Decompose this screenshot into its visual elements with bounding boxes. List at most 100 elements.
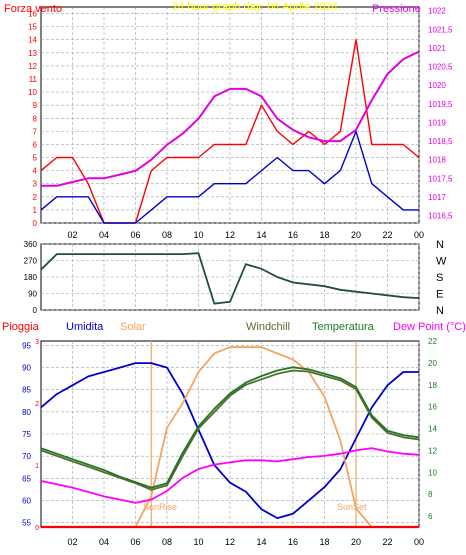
x-tick-label: 04: [99, 230, 109, 240]
direction-degree-tick: 270: [24, 257, 38, 266]
wind-speed-tick: 11: [29, 75, 38, 84]
panel3-legend-header: Pioggia Umidita Solar Windchill Temperatura D…: [2, 321, 466, 333]
pressure-tick: 1022: [428, 7, 446, 16]
wind-direction-series: [40, 252, 420, 305]
wind-speed-tick: 2: [33, 193, 38, 202]
series-line-dew-point: [40, 447, 420, 504]
humidity-tick: 85: [22, 386, 31, 395]
rain-tick: 0: [35, 525, 39, 532]
rain-tick: 1: [35, 463, 39, 470]
chart-title: 24 hour graph day: 04 Aprile 2024: [172, 1, 338, 13]
wind-speed-tick: 0: [33, 219, 38, 228]
temperature-humidity-series: [40, 341, 420, 529]
temperature-humidity-panel: Pioggia Umidita Solar Windchill Temperatura D…: [2, 321, 466, 547]
wind-speed-tick: 15: [28, 23, 37, 32]
wind-direction-degree-axis: 0 90 180 270 360: [24, 240, 38, 315]
pressure-tick: 1019,5: [428, 100, 453, 109]
pressure-axis: 1016,5 1017 1017,5 1018 1018,5 1019 1019,5 1020…: [428, 7, 453, 221]
wind-speed-tick: 4: [33, 167, 38, 176]
direction-degree-tick: 90: [28, 290, 37, 299]
compass-tick: S: [436, 272, 443, 284]
humidity-tick: 55: [22, 519, 31, 528]
temperature-tick: 22: [428, 337, 437, 346]
direction-degree-tick: 360: [24, 240, 38, 249]
series-line-forza-vento-media-: [40, 130, 419, 224]
temperature-tick: 18: [428, 381, 437, 390]
x-tick-label: 08: [162, 537, 172, 547]
series-line-wind-direction: [40, 252, 420, 305]
wind-speed-tick: 5: [33, 154, 38, 163]
sunset-label: SunSet: [337, 502, 367, 512]
x-tick-label: 22: [382, 230, 392, 240]
x-tick-label: 14: [256, 537, 266, 547]
temperature-tick: 10: [428, 468, 437, 477]
humidity-tick: 75: [22, 430, 31, 439]
x-tick-label: 10: [193, 537, 203, 547]
panel3-time-axis: 02 04 06 08 10 12 14 16 18 20 22 00: [67, 537, 424, 547]
compass-tick: N: [436, 305, 444, 317]
x-tick-label: 18: [319, 230, 329, 240]
x-tick-label: 02: [67, 537, 77, 547]
compass-tick: E: [436, 289, 443, 301]
series-line-umidita: [40, 362, 419, 519]
pressure-tick: 1017,5: [428, 174, 453, 183]
series-line-windchill: [40, 369, 420, 491]
x-tick-label: 06: [130, 230, 140, 240]
x-tick-label: 00: [414, 537, 424, 547]
pressure-tick: 1016,5: [428, 212, 453, 221]
temperature-tick: 6: [428, 512, 433, 521]
wind-speed-tick: 13: [28, 49, 37, 58]
legend-temperature: Temperatura: [312, 321, 375, 333]
wind-speed-tick: 3: [33, 180, 38, 189]
legend-windchill: Windchill: [246, 321, 290, 333]
x-tick-label: 14: [256, 230, 266, 240]
x-tick-label: 16: [288, 230, 298, 240]
x-tick-label: 18: [319, 537, 329, 547]
legend-dewpoint: Dew Point (°C): [393, 321, 466, 333]
pressure-tick: 1018: [428, 156, 446, 165]
humidity-tick: 70: [22, 452, 31, 461]
wind-direction-grid: [41, 243, 420, 311]
temperature-tick: 14: [428, 425, 437, 434]
wind-speed-tick: 6: [33, 140, 38, 149]
wind-speed-tick: 16: [28, 10, 37, 19]
series-line-pressione: [41, 50, 420, 187]
direction-degree-tick: 0: [33, 306, 38, 315]
wind-speed-tick: 7: [33, 127, 38, 136]
temperature-axis: 6 8 10 12 14 16 18 20 22: [428, 337, 437, 521]
compass-tick: W: [436, 256, 447, 268]
x-tick-label: 22: [382, 537, 392, 547]
pressure-tick: 1018,5: [428, 137, 453, 146]
rain-axis: 0 1 2 3: [35, 339, 39, 532]
rain-tick: 3: [35, 339, 39, 346]
x-tick-label: 12: [225, 537, 235, 547]
x-tick-label: 02: [67, 230, 77, 240]
series-line-temperatura: [40, 366, 420, 489]
panel1-time-axis: 02 04 06 08 10 12 14 16 18 20 22 00: [67, 230, 424, 240]
pressure-tick: 1017: [428, 193, 446, 202]
humidity-tick: 65: [22, 474, 31, 483]
x-tick-label: 12: [225, 230, 235, 240]
pressure-tick: 1021,5: [428, 25, 453, 34]
pressure-tick: 1020: [428, 81, 446, 90]
wind-speed-tick: 10: [28, 88, 37, 97]
x-tick-label: 00: [414, 230, 424, 240]
wind-speed-tick: 12: [28, 62, 37, 71]
wind-speed-tick: 14: [28, 36, 37, 45]
rain-tick: 2: [35, 401, 39, 408]
x-tick-label: 20: [351, 537, 361, 547]
legend-rain: Pioggia: [2, 321, 40, 333]
x-tick-label: 10: [193, 230, 203, 240]
x-tick-label: 06: [130, 537, 140, 547]
x-tick-label: 16: [288, 537, 298, 547]
humidity-tick: 90: [22, 364, 31, 373]
x-tick-label: 20: [351, 230, 361, 240]
humidity-axis: 55 60 65 70 75 80 85 90 95: [22, 341, 31, 527]
temperature-tick: 8: [428, 490, 433, 499]
direction-degree-tick: 180: [24, 273, 38, 282]
temperature-tick: 20: [428, 359, 437, 368]
pressure-label: Pressione: [372, 3, 421, 15]
